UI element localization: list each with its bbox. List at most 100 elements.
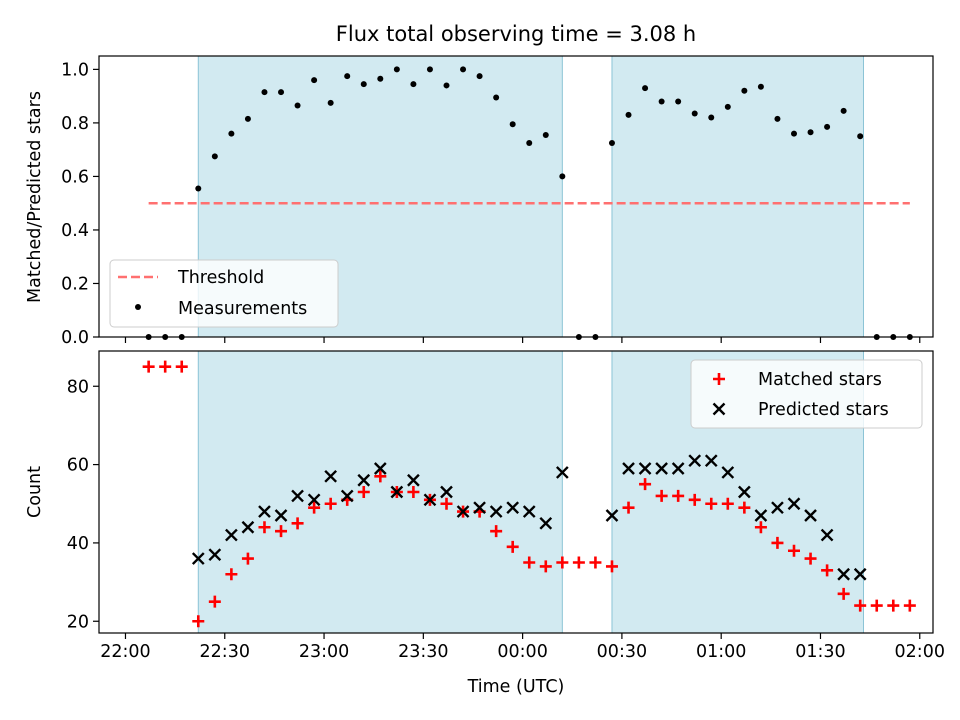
matched-star-point: [870, 599, 883, 612]
predicted-star-point: [820, 528, 834, 542]
matched-star-point: [324, 497, 337, 510]
legend-matched-label: Matched stars: [758, 370, 882, 390]
matched-star-point: [837, 587, 850, 600]
measurement-point: [691, 110, 698, 117]
matched-star-point: [407, 486, 420, 498]
predicted-star-point: [506, 501, 520, 515]
top-y-tick-label: 0.2: [61, 274, 89, 294]
predicted-star-point: [754, 509, 768, 522]
matched-star-point: [523, 556, 536, 569]
predicted-star-point: [258, 505, 271, 518]
measurement-point: [228, 130, 235, 137]
matched-star-point: [639, 478, 652, 491]
measurement-point: [840, 107, 847, 114]
x-axis-label: Time (UTC): [467, 677, 565, 697]
predicted-star-point: [241, 520, 255, 534]
predicted-star-point: [423, 493, 437, 507]
measurement-point: [774, 115, 781, 122]
bottom-x-tick-label: 01:30: [795, 642, 845, 662]
measurement-point: [261, 89, 268, 96]
bottom-legend-box: [690, 359, 923, 429]
measurement-point: [542, 131, 549, 138]
matched-star-point: [374, 470, 387, 483]
bottom-x-tick-label: 23:00: [299, 642, 349, 662]
bottom-panel: 22:00 22:30 23:00 23:30 00:00 00:30 01:00 01:30…: [25, 350, 945, 662]
legend-measurements-swatch: [135, 304, 141, 310]
predicted-star-point: [721, 466, 735, 479]
predicted-star-point: [555, 466, 569, 479]
predicted-star-point: [837, 567, 850, 581]
predicted-star-point: [771, 501, 784, 515]
predicted-star-point: [225, 528, 238, 542]
matched-star-point: [357, 486, 370, 498]
legend-threshold-label: Threshold: [177, 268, 264, 288]
predicted-star-point: [291, 489, 304, 503]
top-y-tick-label: 0.6: [61, 167, 89, 187]
measurement-point: [625, 111, 632, 118]
measurement-point: [675, 98, 682, 105]
top-shade-1: [611, 55, 864, 338]
predicted-star-point: [407, 473, 420, 487]
predicted-star-point: [704, 454, 718, 468]
matched-star-point: [192, 615, 205, 628]
bottom-y-tick-label: 60: [67, 456, 89, 476]
predicted-star-point: [671, 462, 685, 475]
matched-star-point: [622, 501, 635, 514]
bottom-data-marks: [142, 360, 916, 628]
top-y-tick-label: 1.0: [61, 60, 89, 80]
measurement-point: [377, 75, 384, 82]
matched-star-point: [490, 525, 503, 538]
predicted-star-point: [357, 473, 371, 487]
top-axes-ticks: 0.0 0.2 0.4 0.6 0.8 1.0: [61, 60, 921, 348]
bottom-x-tick-label: 00:00: [497, 642, 547, 662]
predicted-star-point: [208, 548, 222, 562]
figure-title: Flux total observing time = 3.08 h: [336, 22, 696, 46]
legend-matched-swatch: [713, 373, 725, 385]
bottom-y-tick-label: 20: [67, 612, 89, 632]
measurement-point: [360, 81, 367, 88]
matched-star-point: [672, 489, 685, 502]
predicted-star-point: [390, 485, 404, 499]
matched-star-point: [275, 525, 288, 538]
matched-star-point: [556, 556, 569, 569]
predicted-star-point: [787, 497, 801, 511]
predicted-star-point: [522, 505, 536, 518]
predicted-star-point: [191, 552, 205, 565]
measurement-point: [493, 94, 500, 101]
top-y-axis-label: Matched/Predicted stars: [25, 91, 45, 303]
predicted-star-point: [688, 454, 702, 468]
predicted-star-point: [324, 469, 338, 483]
measurement-point: [294, 102, 301, 109]
bottom-axes-frame: [98, 350, 934, 634]
measurement-point: [195, 185, 202, 192]
measurement-point: [211, 153, 218, 160]
legend-predicted-label: Predicted stars: [758, 400, 889, 420]
matched-star-point: [258, 521, 271, 534]
matched-star-point: [241, 552, 254, 565]
bottom-x-tick-label: 22:30: [200, 642, 250, 662]
matched-star-point: [705, 497, 718, 510]
matched-star-point: [804, 552, 817, 565]
bottom-y-tick-label: 40: [67, 534, 89, 554]
matched-star-point: [506, 540, 519, 553]
predicted-star-point: [622, 462, 635, 475]
measurement-point: [642, 85, 649, 92]
predicted-star-point: [738, 485, 751, 499]
measurement-point: [244, 115, 251, 122]
measurement-point: [724, 103, 731, 110]
predicted-star-point: [274, 509, 288, 522]
measurement-point: [658, 98, 665, 105]
measurement-point: [443, 82, 450, 89]
predicted-star-point: [539, 516, 553, 530]
bottom-legend: Matched stars Predicted stars: [690, 359, 923, 429]
matched-star-point: [721, 497, 734, 510]
matched-star-point: [208, 595, 221, 608]
measurement-point: [278, 89, 285, 96]
predicted-star-point: [655, 462, 668, 475]
predicted-star-point: [373, 462, 387, 475]
measurement-point: [741, 87, 748, 94]
top-data-marks: [145, 66, 913, 340]
bottom-x-tick-label: 01:00: [696, 642, 746, 662]
matched-star-point: [605, 560, 618, 573]
predicted-star-point: [307, 493, 321, 507]
